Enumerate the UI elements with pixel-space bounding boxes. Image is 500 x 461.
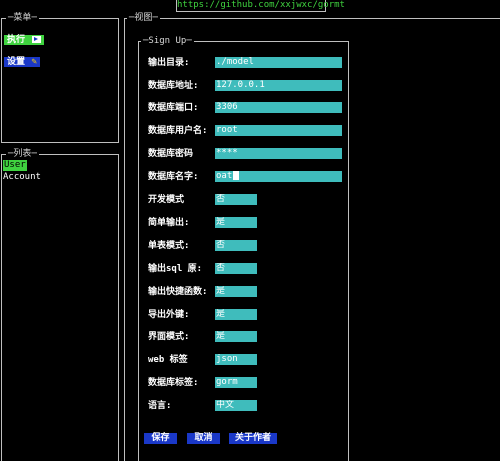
list-item-account[interactable]: Account bbox=[3, 172, 41, 183]
view-panel: ─视图─ bbox=[124, 12, 500, 461]
db-password-input[interactable]: **** bbox=[215, 148, 342, 159]
db-host-input[interactable]: 127.0.0.1 bbox=[215, 80, 342, 91]
web-tag-select[interactable]: json bbox=[215, 354, 257, 365]
settings-button[interactable]: 设置 ✎ bbox=[4, 57, 40, 67]
db-username-input[interactable]: root bbox=[215, 125, 342, 136]
language-label: 语言: bbox=[148, 401, 172, 411]
play-icon bbox=[32, 36, 42, 43]
quick-func-select[interactable]: 是 bbox=[215, 286, 257, 297]
db-port-label: 数据库端口: bbox=[148, 103, 199, 113]
language-select[interactable]: 中文 bbox=[215, 400, 257, 411]
list-panel: ─列表─ bbox=[1, 148, 119, 461]
view-panel-title: ─视图─ bbox=[127, 12, 160, 24]
single-table-select[interactable]: 否 bbox=[215, 240, 257, 251]
db-tag-select[interactable]: gorm bbox=[215, 377, 257, 388]
repo-url: https://github.com/xxjwxc/gormt bbox=[177, 0, 345, 10]
signup-form-title: ─Sign Up─ bbox=[141, 35, 194, 47]
dev-mode-select[interactable]: 否 bbox=[215, 194, 257, 205]
foreign-key-label: 导出外键: bbox=[148, 310, 190, 320]
simple-output-label: 简单输出: bbox=[148, 218, 190, 228]
menu-panel-title: ─菜单─ bbox=[6, 12, 39, 24]
run-button-label: 执行 bbox=[7, 35, 26, 45]
list-item-user[interactable]: User bbox=[3, 160, 27, 171]
cancel-button[interactable]: 取消 bbox=[187, 433, 220, 444]
single-table-label: 单表模式: bbox=[148, 241, 190, 251]
repo-url-bar: https://github.com/xxjwxc/gormt bbox=[176, 0, 345, 12]
db-tag-label: 数据库标签: bbox=[148, 378, 199, 388]
text-cursor bbox=[233, 171, 240, 180]
foreign-key-select[interactable]: 是 bbox=[215, 309, 257, 320]
menu-panel: ─菜单─ bbox=[1, 12, 119, 143]
db-host-label: 数据库地址: bbox=[148, 81, 199, 91]
quick-func-label: 输出快捷函数: bbox=[148, 287, 208, 297]
ui-mode-select[interactable]: 是 bbox=[215, 331, 257, 342]
about-author-button[interactable]: 关于作者 bbox=[229, 433, 277, 444]
signup-form: ─Sign Up─ bbox=[138, 35, 349, 461]
simple-output-select[interactable]: 是 bbox=[215, 217, 257, 228]
settings-button-label: 设置 bbox=[7, 57, 26, 67]
wrench-icon: ✎ bbox=[31, 57, 37, 67]
output-dir-label: 输出目录: bbox=[148, 58, 190, 68]
output-dir-input[interactable]: ./model bbox=[215, 57, 342, 68]
db-name-input[interactable]: oat bbox=[215, 171, 342, 182]
list-item-label: User bbox=[4, 160, 26, 170]
web-tag-label: web 标签 bbox=[148, 355, 188, 365]
output-sql-label: 输出sql 原: bbox=[148, 264, 203, 274]
list-item-label: Account bbox=[3, 172, 41, 182]
output-sql-select[interactable]: 否 bbox=[215, 263, 257, 274]
ui-mode-label: 界面模式: bbox=[148, 332, 190, 342]
db-name-label: 数据库名字: bbox=[148, 172, 199, 182]
dev-mode-label: 开发模式 bbox=[148, 195, 185, 205]
list-panel-title: ─列表─ bbox=[6, 148, 39, 160]
run-button[interactable]: 执行 bbox=[4, 35, 45, 45]
db-password-label: 数据库密码 bbox=[148, 149, 194, 159]
save-button[interactable]: 保存 bbox=[144, 433, 177, 444]
db-username-label: 数据库用户名: bbox=[148, 126, 208, 136]
db-port-input[interactable]: 3306 bbox=[215, 102, 342, 113]
